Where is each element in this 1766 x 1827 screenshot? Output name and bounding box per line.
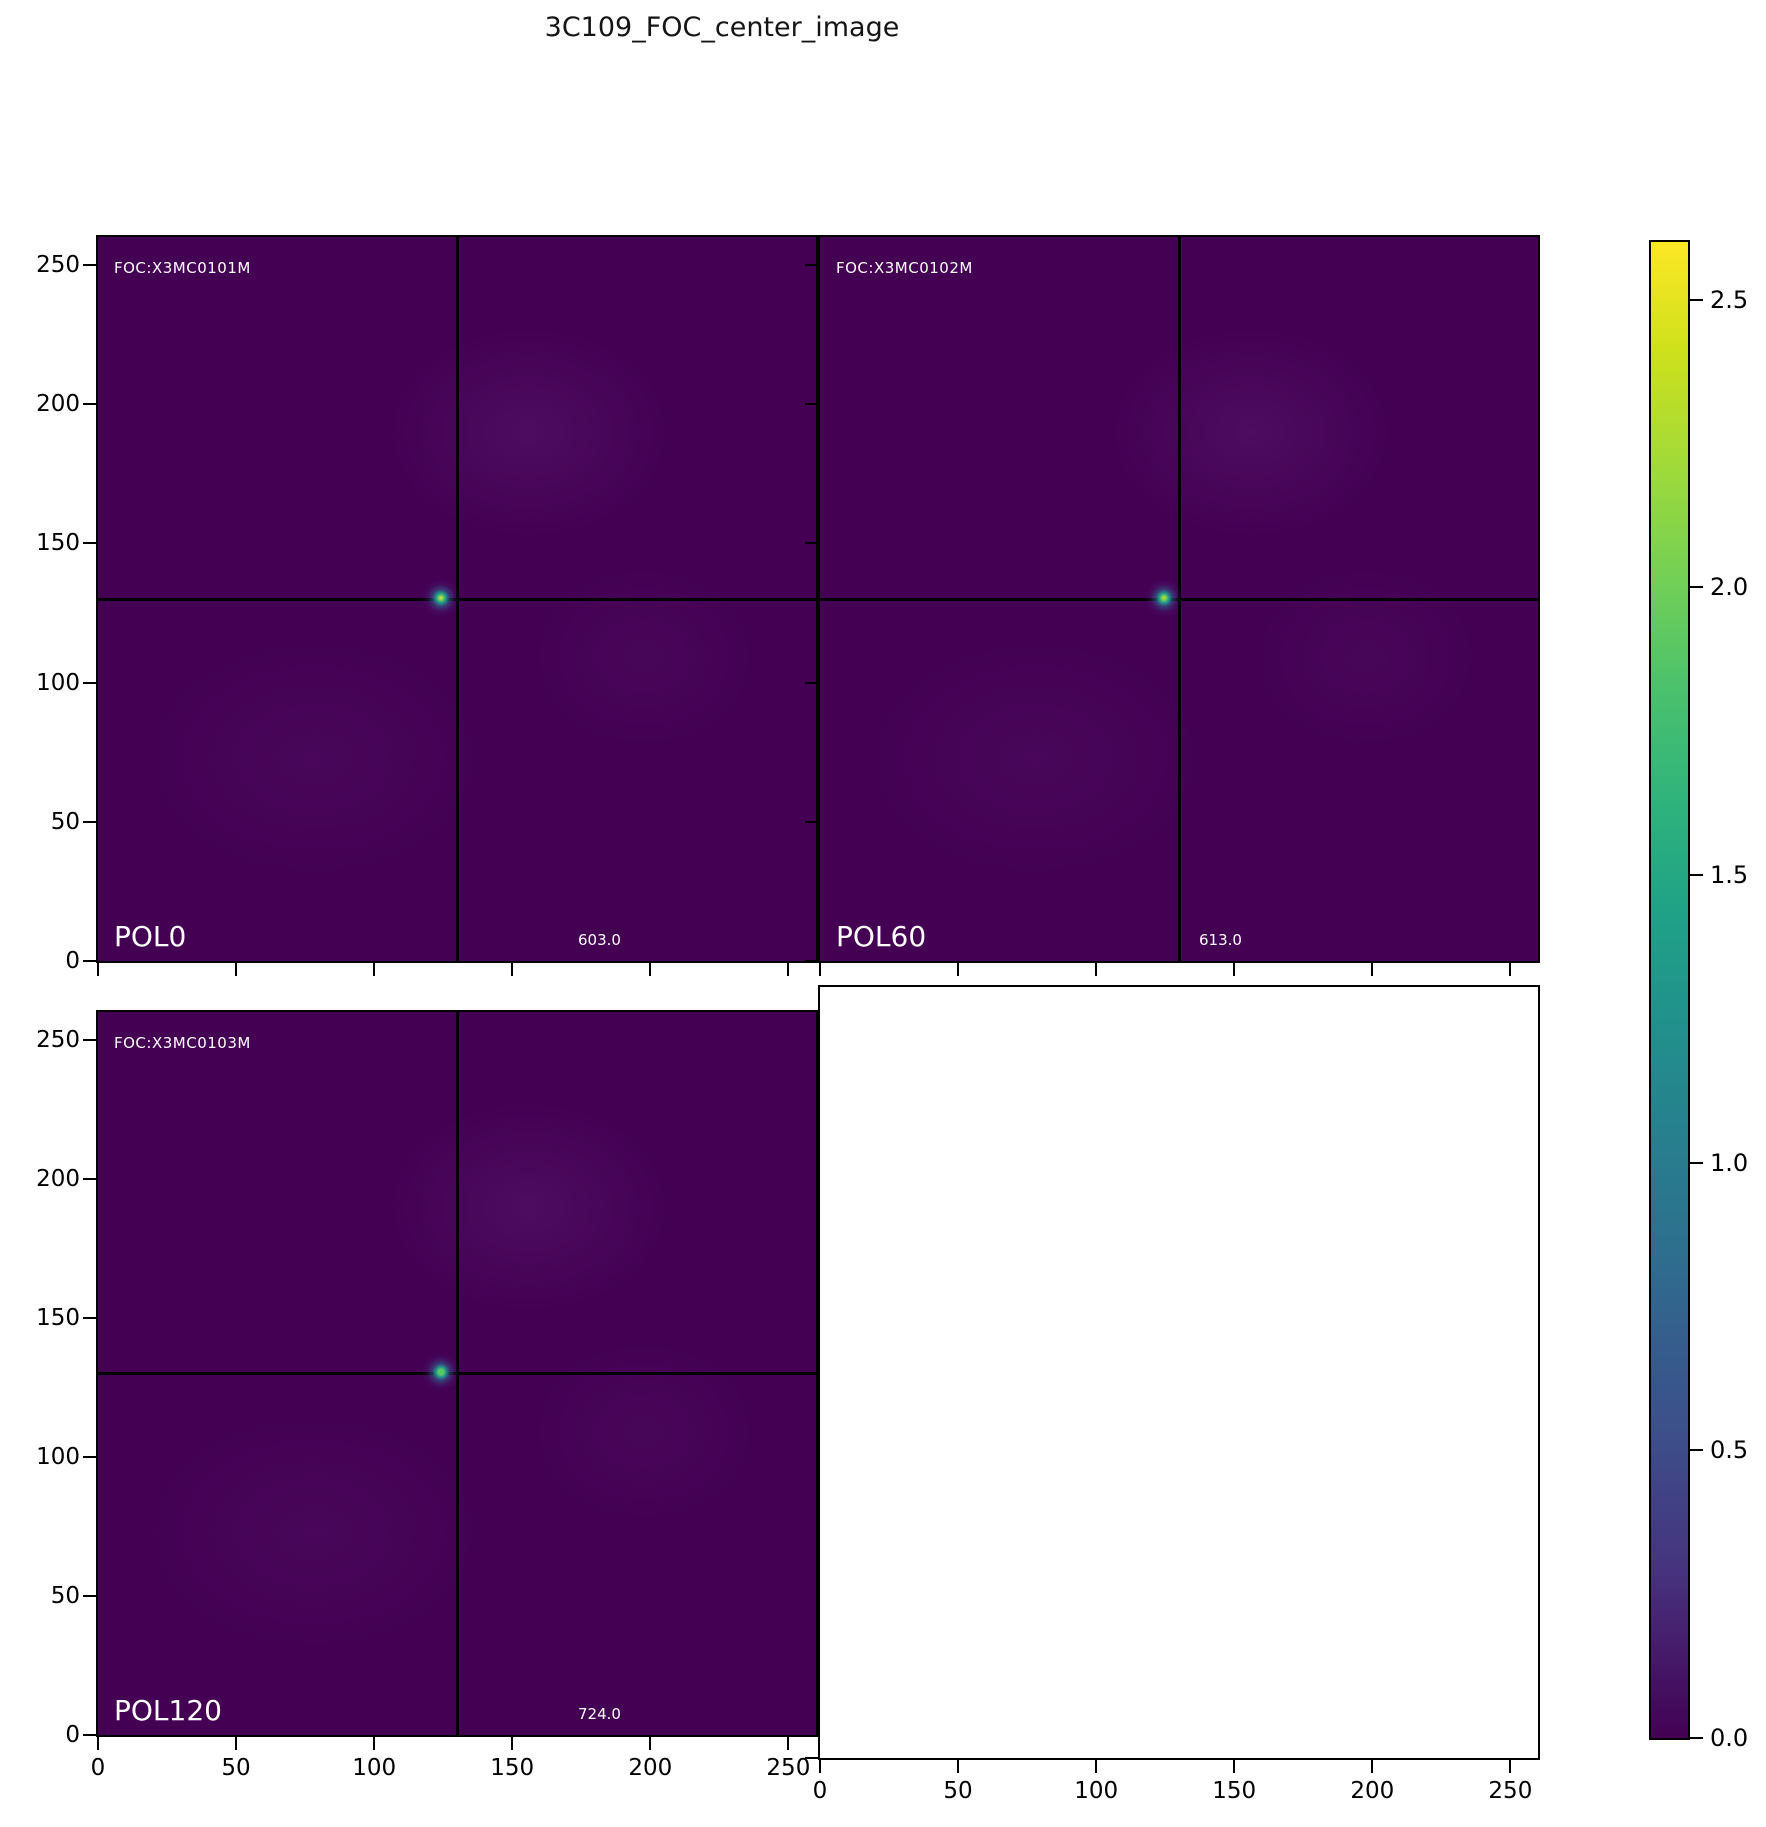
y-tick-mark xyxy=(83,1455,96,1458)
x-tick-mark xyxy=(1095,1760,1098,1773)
x-tick-mark xyxy=(1509,1760,1512,1773)
y-tick-label: 200 xyxy=(36,391,80,418)
x-axis-ticks: 0 50 100 150 200 250 xyxy=(813,987,1538,1804)
observation-id-label: FOC:X3MC0103M xyxy=(114,1034,251,1052)
x-tick-label: 250 xyxy=(1488,1778,1533,1804)
observation-id-label: FOC:X3MC0101M xyxy=(114,259,251,277)
polarizer-label: POL120 xyxy=(114,1694,222,1727)
y-tick-label: 250 xyxy=(36,1026,80,1053)
image-area-pol120: FOC:X3MC0103M POL120 724.0 0 50 100 150 200 2… xyxy=(36,1012,816,1781)
x-tick-mark xyxy=(787,963,790,976)
panel-pol60: FOC:X3MC0102M POL60 613.0 xyxy=(805,235,1540,976)
x-tick-label: 200 xyxy=(628,1755,673,1781)
image-area-pol60: FOC:X3MC0102M POL60 613.0 xyxy=(805,237,1538,976)
y-tick-mark xyxy=(83,820,96,823)
y-tick-label: 100 xyxy=(36,1443,80,1470)
x-tick-mark xyxy=(787,1737,790,1750)
colorbar-tick-label: 2.0 xyxy=(1710,573,1749,602)
x-tick-mark xyxy=(1509,963,1512,976)
y-tick-label: 250 xyxy=(36,251,80,278)
colorbar-ticks: 2.5 2.0 1.5 1.0 0.5 0.0 xyxy=(1651,242,1748,1752)
peak-value-label: 603.0 xyxy=(578,931,621,949)
x-tick-label: 100 xyxy=(352,1755,397,1781)
x-tick-mark xyxy=(373,963,376,976)
colorbar-tick-mark xyxy=(1690,873,1703,876)
y-tick-mark xyxy=(83,1316,96,1319)
panel-empty: 0 50 100 150 200 250 xyxy=(805,985,1540,1804)
colorbar-tick-mark xyxy=(1690,1161,1703,1164)
panel-pol0: FOC:X3MC0101M POL0 603.0 0 50 100 150 200 250 xyxy=(36,235,818,976)
y-tick-label: 0 xyxy=(65,948,80,974)
plot-title: 3C109_FOC_center_image xyxy=(544,12,900,43)
y-tick-mark xyxy=(83,263,96,266)
colorbar-tick-mark xyxy=(1690,298,1703,301)
x-tick-mark xyxy=(1233,1760,1236,1773)
panel-pol120: FOC:X3MC0103M POL120 724.0 0 50 100 150 200 2… xyxy=(36,1010,818,1781)
x-tick-label: 150 xyxy=(490,1755,535,1781)
y-tick-mark xyxy=(83,1177,96,1180)
y-tick-label: 100 xyxy=(36,669,80,696)
y-tick-mark xyxy=(83,542,96,545)
colorbar-tick-mark xyxy=(1690,1449,1703,1452)
y-tick-mark xyxy=(83,1594,96,1597)
x-tick-mark xyxy=(235,963,238,976)
x-tick-mark xyxy=(235,1737,238,1750)
x-tick-mark xyxy=(1371,1760,1374,1773)
x-tick-mark xyxy=(957,1760,960,1773)
colorbar-tick-label: 0.5 xyxy=(1710,1436,1749,1465)
x-tick-mark xyxy=(819,1760,821,1773)
x-tick-mark xyxy=(819,963,821,976)
x-tick-mark xyxy=(957,963,960,976)
x-tick-mark xyxy=(373,1737,376,1750)
x-tick-label: 200 xyxy=(1350,1778,1395,1804)
image-area-pol0: FOC:X3MC0101M POL0 603.0 0 50 100 150 200 250 xyxy=(36,237,816,976)
y-tick-label: 150 xyxy=(36,530,80,557)
y-axis-ticks xyxy=(805,987,1538,1759)
y-tick-label: 0 xyxy=(65,1722,80,1748)
y-tick-mark xyxy=(83,1734,96,1736)
y-tick-label: 150 xyxy=(36,1304,80,1331)
x-tick-mark xyxy=(97,1737,99,1750)
colorbar-tick-label: 1.5 xyxy=(1710,860,1749,889)
colorbar-tick-label: 1.0 xyxy=(1710,1148,1749,1177)
x-tick-mark xyxy=(97,963,99,976)
y-tick-mark xyxy=(805,1757,818,1759)
y-tick-mark xyxy=(83,960,96,962)
colorbar-tick-label: 0.0 xyxy=(1710,1724,1749,1752)
y-tick-label: 200 xyxy=(36,1165,80,1192)
polarizer-label: POL60 xyxy=(836,920,927,953)
x-tick-label: 100 xyxy=(1074,1778,1119,1804)
point-source xyxy=(1145,579,1183,617)
empty-axes-area: 0 50 100 150 200 250 xyxy=(805,987,1538,1804)
colorbar-tick-label: 2.5 xyxy=(1710,285,1749,314)
x-tick-mark xyxy=(511,963,514,976)
x-tick-mark xyxy=(649,1737,652,1750)
x-tick-label: 0 xyxy=(90,1755,106,1781)
y-tick-mark xyxy=(83,1038,96,1041)
observation-id-label: FOC:X3MC0102M xyxy=(836,259,973,277)
colorbar-tick-mark xyxy=(1690,586,1703,589)
colorbar: 2.5 2.0 1.5 1.0 0.5 0.0 xyxy=(1649,240,1748,1752)
y-tick-mark xyxy=(83,403,96,406)
x-tick-label: 150 xyxy=(1212,1778,1257,1804)
y-tick-label: 50 xyxy=(50,808,80,835)
y-tick-mark xyxy=(83,681,96,684)
point-source xyxy=(422,1353,460,1391)
x-tick-mark xyxy=(1095,963,1098,976)
y-tick-label: 50 xyxy=(50,1582,80,1609)
x-tick-label: 50 xyxy=(943,1778,973,1804)
point-source xyxy=(422,579,460,617)
x-tick-label: 250 xyxy=(766,1755,811,1781)
x-tick-label: 0 xyxy=(812,1778,828,1804)
peak-value-label: 613.0 xyxy=(1199,931,1242,949)
x-tick-mark xyxy=(1233,963,1236,976)
x-tick-mark xyxy=(1371,963,1374,976)
x-tick-label: 50 xyxy=(221,1755,251,1781)
peak-value-label: 724.0 xyxy=(578,1705,621,1723)
x-tick-mark xyxy=(649,963,652,976)
colorbar-tick-mark xyxy=(1690,1737,1703,1739)
polarizer-label: POL0 xyxy=(114,920,187,953)
x-tick-mark xyxy=(511,1737,514,1750)
